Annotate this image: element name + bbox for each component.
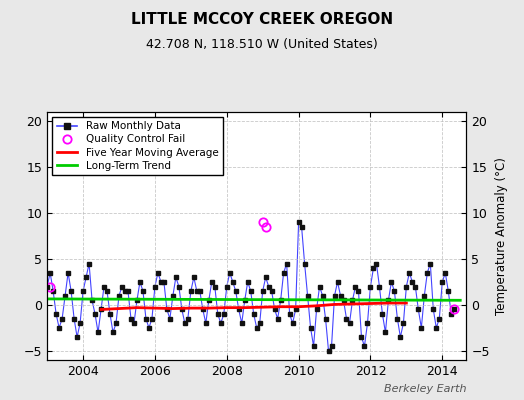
Text: Berkeley Earth: Berkeley Earth (384, 384, 466, 394)
Text: LITTLE MCCOY CREEK OREGON: LITTLE MCCOY CREEK OREGON (131, 12, 393, 27)
Y-axis label: Temperature Anomaly (°C): Temperature Anomaly (°C) (495, 157, 508, 315)
Text: 42.708 N, 118.510 W (United States): 42.708 N, 118.510 W (United States) (146, 38, 378, 51)
Legend: Raw Monthly Data, Quality Control Fail, Five Year Moving Average, Long-Term Tren: Raw Monthly Data, Quality Control Fail, … (52, 117, 223, 175)
